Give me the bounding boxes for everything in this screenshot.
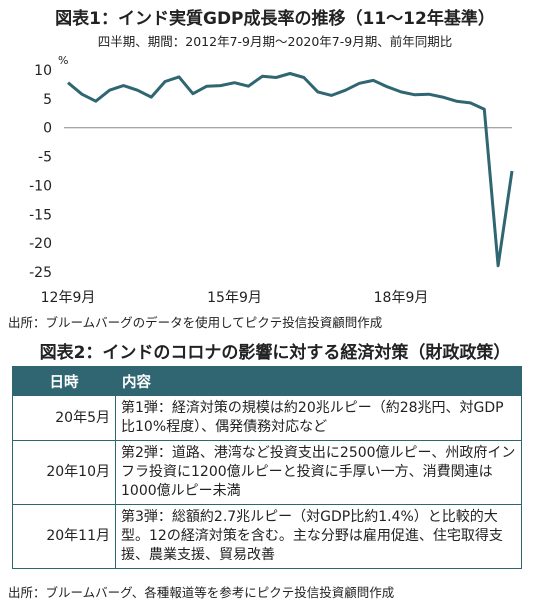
y-tick-label: -15 <box>29 207 52 223</box>
chart1-title: 図表1：インド実質GDP成長率の推移（11～12年基準） <box>55 9 495 29</box>
header-content: 内容 <box>115 366 522 396</box>
header-date: 日時 <box>12 366 116 396</box>
x-tick-label: 12年9月 <box>41 290 96 306</box>
y-tick-label: -5 <box>38 150 52 166</box>
y-axis-unit: % <box>58 54 68 67</box>
y-tick-label: 5 <box>43 92 52 108</box>
y-axis-ticks: 10 5 0 -5 -10 -15 -20 -25 <box>29 63 52 281</box>
y-tick-label: 10 <box>34 63 52 79</box>
chart1-subtitle: 四半期、期間：2012年7-9月期～2020年7-9月期、前年同期比 <box>97 34 453 49</box>
table-title: 図表2：インドのコロナの影響に対する経済対策（財政政策） <box>39 343 511 363</box>
row-date: 20年10月 <box>12 440 116 505</box>
y-tick-label: -10 <box>29 178 52 194</box>
chart1-source: 出所：ブルームバーグのデータを使用してピクテ投信投資顧問作成 <box>8 315 383 330</box>
table-row: 20年10月 第2弾：道路、港湾など投資支出に2500億ルピー、州政府インフラ投… <box>12 440 522 505</box>
x-tick-label: 15年9月 <box>207 290 262 306</box>
table-row: 20年5月 第1弾：経済対策の規模は約20兆ルピー（約28兆円、対GDP比10%… <box>12 395 522 441</box>
x-axis-ticks: 12年9月 15年9月 18年9月 <box>41 290 429 306</box>
x-tick-label: 18年9月 <box>374 290 429 306</box>
table-header-row: 日時 内容 <box>12 366 522 396</box>
y-tick-label: -20 <box>29 236 52 252</box>
y-tick-label: -25 <box>29 265 52 281</box>
row-date: 20年11月 <box>12 504 116 569</box>
row-content: 第2弾：道路、港湾など投資支出に2500億ルピー、州政府インフラ投資に1200億… <box>115 440 522 505</box>
table-row: 20年11月 第3弾：総額約2.7兆ルピー（対GDP比約1.4%）と比較的大型。… <box>12 504 522 569</box>
row-date: 20年5月 <box>12 395 116 441</box>
gdp-growth-series-line <box>67 72 514 268</box>
table-source: 出所：ブルームバーグ、各種報道等を参考にピクテ投信投資顧問作成 <box>8 585 395 600</box>
row-content: 第3弾：総額約2.7兆ルピー（対GDP比約1.4%）と比較的大型。12の経済対策… <box>115 504 522 569</box>
y-tick-label: 0 <box>43 121 52 137</box>
row-content: 第1弾：経済対策の規模は約20兆ルピー（約28兆円、対GDP比10%程度）、偶発… <box>115 395 522 441</box>
stimulus-measures-table: 日時 内容 20年5月 第1弾：経済対策の規模は約20兆ルピー（約28兆円、対G… <box>12 366 522 569</box>
gdp-growth-line-chart: % 10 5 0 -5 -10 -15 -20 -25 12年9月 15年9月 18年9月 <box>29 54 514 306</box>
